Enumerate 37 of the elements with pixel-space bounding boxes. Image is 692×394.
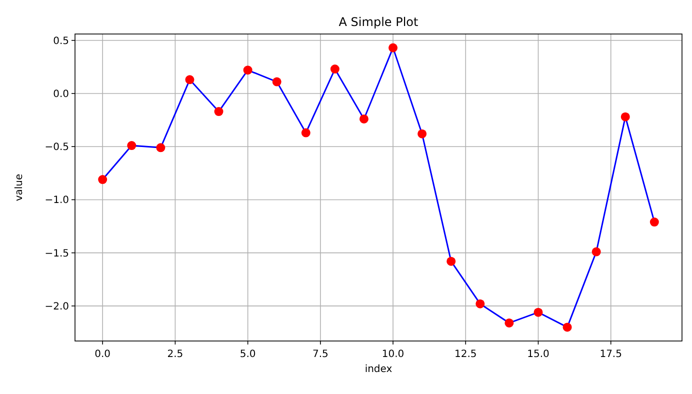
y-tick-label: −1.5: [44, 248, 69, 260]
x-tick-label: 10.0: [382, 349, 404, 360]
y-tick-label: −2.0: [44, 301, 69, 312]
point: [418, 129, 427, 138]
point: [98, 175, 108, 184]
point: [185, 75, 194, 84]
x-tick-label: 0.0: [94, 349, 111, 360]
point: [272, 77, 282, 86]
y-axis-title: value: [14, 174, 25, 202]
point: [330, 64, 340, 74]
point: [534, 308, 543, 317]
x-tick-label: 12.5: [454, 349, 477, 360]
y-tick-label: −0.5: [44, 142, 69, 154]
point: [388, 43, 398, 52]
chart-title: A Simple Plot: [338, 15, 419, 29]
x-tick-label: 7.5: [312, 349, 328, 360]
point: [504, 318, 514, 328]
point: [359, 114, 368, 124]
x-tick-label: 17.5: [600, 349, 622, 360]
x-axis-title: index: [364, 364, 392, 375]
point: [214, 107, 224, 116]
point: [592, 247, 601, 256]
point: [562, 322, 572, 332]
y-tick-label: 0.5: [53, 36, 69, 47]
point: [620, 112, 630, 122]
point: [301, 128, 310, 138]
x-tick-label: 2.5: [167, 349, 184, 360]
y-tick-label: 0.0: [53, 88, 69, 100]
y-tick-label: −1.0: [44, 195, 69, 206]
point: [650, 218, 659, 227]
x-tick-label: 5.0: [240, 349, 256, 360]
point: [243, 66, 252, 75]
point: [127, 141, 136, 150]
point: [156, 143, 166, 152]
point: [446, 256, 456, 266]
point: [476, 299, 485, 308]
x-tick-label: 15.0: [527, 349, 550, 360]
